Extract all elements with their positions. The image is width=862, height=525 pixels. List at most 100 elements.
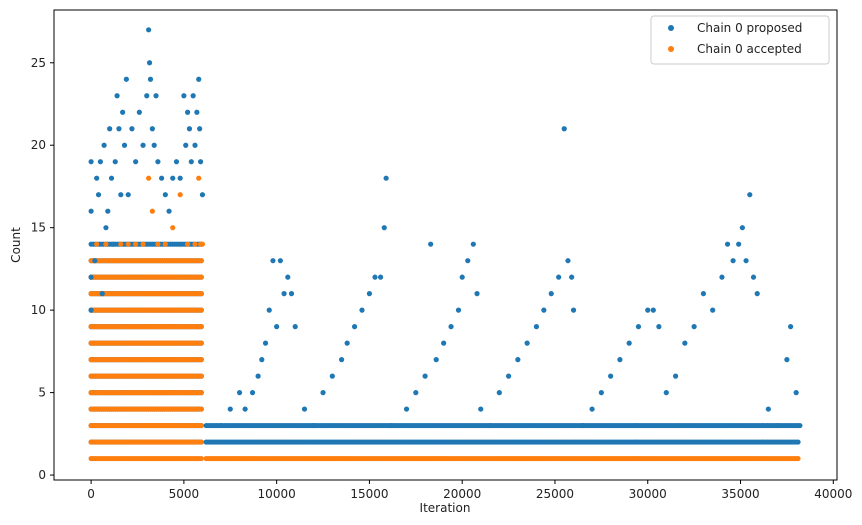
- data-point-proposed: [478, 406, 484, 412]
- data-point-proposed: [146, 60, 153, 66]
- data-point-proposed: [626, 340, 632, 346]
- data-point-proposed: [496, 390, 502, 396]
- data-point-proposed: [487, 422, 493, 429]
- data-point-proposed: [351, 324, 358, 330]
- data-point-proposed: [470, 241, 476, 247]
- data-point-proposed: [184, 109, 191, 115]
- x-tick-label: 15000: [350, 487, 388, 501]
- x-tick-label: 20000: [443, 487, 481, 501]
- data-point-proposed: [372, 274, 378, 280]
- data-point-proposed: [88, 208, 94, 214]
- data-point-proposed: [181, 93, 187, 99]
- data-point-proposed: [422, 373, 428, 379]
- data-point-proposed: [166, 208, 172, 214]
- data-point-proposed: [110, 241, 116, 247]
- legend-marker-accepted: [668, 46, 674, 52]
- legend: Chain 0 proposed Chain 0 accepted: [650, 15, 830, 65]
- data-point-proposed: [116, 126, 122, 132]
- data-point-proposed: [775, 422, 781, 429]
- data-point-accepted: [198, 406, 204, 412]
- data-point-proposed: [274, 324, 280, 330]
- data-point-proposed: [747, 192, 753, 198]
- legend-label-accepted: Chain 0 accepted: [697, 42, 802, 56]
- data-point-accepted: [125, 241, 131, 247]
- data-point-proposed: [146, 27, 152, 33]
- data-point-proposed: [188, 159, 194, 165]
- data-point-proposed: [428, 241, 434, 247]
- x-tick-label: 25000: [536, 487, 574, 501]
- data-point-proposed: [524, 340, 530, 346]
- data-point-proposed: [338, 357, 345, 363]
- data-point-proposed: [765, 406, 771, 412]
- data-point-proposed: [259, 357, 265, 363]
- data-point-proposed: [105, 208, 111, 214]
- data-point-proposed: [140, 142, 146, 148]
- data-point-proposed: [561, 126, 567, 132]
- data-point-proposed: [170, 175, 176, 181]
- data-point-proposed: [403, 406, 410, 412]
- data-point-proposed: [663, 390, 669, 396]
- data-point-proposed: [548, 291, 554, 297]
- data-point-proposed: [197, 159, 204, 165]
- data-point-proposed: [281, 291, 287, 297]
- data-point-proposed: [266, 307, 272, 313]
- data-point-proposed: [151, 142, 157, 148]
- data-point-proposed: [162, 192, 168, 198]
- data-point-accepted: [198, 455, 204, 462]
- data-point-proposed: [292, 324, 298, 330]
- data-point-proposed: [455, 307, 462, 313]
- data-point-proposed: [103, 225, 109, 231]
- x-axis-ticks: 0 5000 10000 15000 20000 25000 30000 35000 40000: [87, 480, 852, 501]
- data-point-accepted: [198, 340, 204, 346]
- data-point-proposed: [359, 307, 365, 313]
- data-point-proposed: [754, 291, 760, 297]
- data-point-accepted: [170, 225, 176, 231]
- data-point-proposed: [598, 390, 604, 396]
- data-point-proposed: [730, 258, 736, 264]
- data-point-proposed: [311, 422, 317, 429]
- y-tick-label: 25: [31, 56, 46, 70]
- data-point-proposed: [433, 357, 439, 363]
- data-point-proposed: [285, 274, 291, 280]
- data-point-proposed: [541, 307, 547, 313]
- data-point-proposed: [672, 373, 679, 379]
- data-point-proposed: [255, 373, 261, 379]
- data-point-proposed: [108, 175, 115, 181]
- data-point-proposed: [227, 406, 233, 412]
- data-point-proposed: [320, 390, 326, 396]
- y-axis-ticks: 0 5 10 15 20 25: [31, 56, 54, 482]
- y-tick-label: 20: [31, 138, 46, 152]
- data-point-proposed: [199, 192, 206, 198]
- data-point-proposed: [329, 373, 335, 379]
- x-tick-label: 0: [87, 487, 95, 501]
- data-point-proposed: [194, 109, 200, 115]
- data-point-proposed: [580, 422, 586, 429]
- data-point-proposed: [155, 159, 161, 165]
- data-point-proposed: [270, 258, 276, 264]
- data-point-proposed: [569, 274, 575, 280]
- data-point-proposed: [192, 142, 198, 148]
- y-tick-label: 10: [31, 303, 46, 317]
- data-point-accepted: [192, 241, 198, 247]
- data-point-proposed: [249, 390, 256, 396]
- data-point-proposed: [95, 192, 102, 198]
- data-point-proposed: [121, 142, 128, 148]
- legend-marker-proposed: [668, 25, 674, 31]
- data-point-proposed: [691, 324, 697, 330]
- data-point-proposed: [650, 307, 656, 313]
- data-point-accepted: [184, 241, 191, 247]
- data-point-accepted: [118, 241, 124, 247]
- y-tick-label: 0: [38, 468, 46, 482]
- data-point-proposed: [474, 291, 480, 297]
- data-point-accepted: [94, 241, 100, 247]
- data-point-proposed: [147, 76, 154, 82]
- data-point-proposed: [301, 406, 308, 412]
- data-point-proposed: [277, 258, 283, 264]
- data-point-proposed: [617, 357, 623, 363]
- data-point-proposed: [112, 159, 118, 165]
- y-axis-label: Count: [9, 227, 23, 263]
- data-point-proposed: [197, 126, 203, 132]
- data-point-proposed: [795, 439, 801, 445]
- data-point-proposed: [750, 274, 757, 280]
- data-point-proposed: [784, 357, 790, 363]
